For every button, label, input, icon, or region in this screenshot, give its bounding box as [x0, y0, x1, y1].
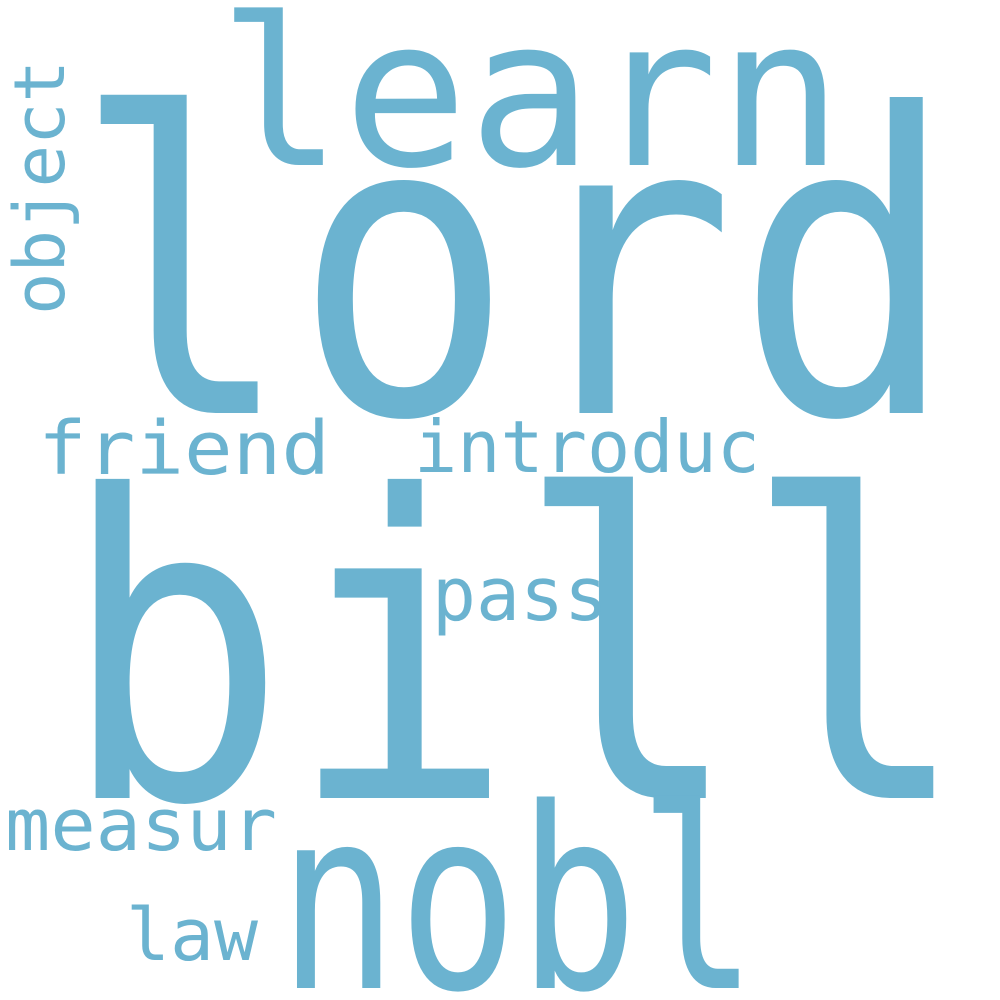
word-pass: pass — [432, 552, 608, 638]
word-object: object — [0, 60, 81, 315]
word-nobl: nobl — [278, 755, 758, 1000]
word-introduc: introduc — [414, 405, 760, 489]
word-measur: measur — [5, 783, 277, 867]
word-learn: learn — [218, 0, 843, 214]
word-lord: lord — [72, 28, 957, 512]
word-law: law — [126, 893, 259, 977]
word-bill: bill — [60, 409, 970, 898]
word-friend: friend — [38, 406, 330, 492]
